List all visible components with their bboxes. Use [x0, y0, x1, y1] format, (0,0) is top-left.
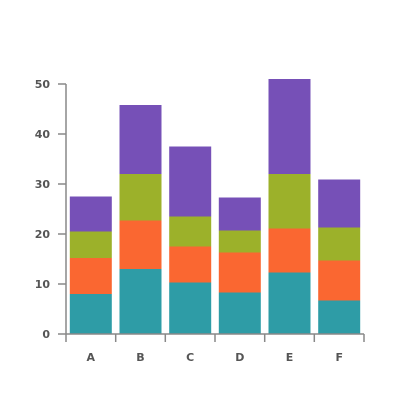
bar-D-segment-1: [218, 292, 261, 334]
bar-E-segment-3: [268, 174, 311, 229]
bar-C-segment-3: [169, 216, 212, 247]
bar-F-segment-3: [318, 227, 361, 261]
y-tick-label-40: 40: [35, 128, 51, 141]
bar-B-segment-2: [119, 220, 162, 269]
bar-A-segment-2: [69, 258, 112, 294]
bar-C-segment-1: [169, 282, 212, 334]
bar-A-segment-1: [69, 294, 112, 334]
x-tick-label-B: B: [136, 351, 144, 364]
bar-B-segment-4: [119, 105, 162, 174]
bar-D-segment-4: [218, 197, 261, 231]
bar-B-segment-1: [119, 269, 162, 334]
bar-D-segment-2: [218, 252, 261, 293]
x-tick-label-E: E: [286, 351, 294, 364]
bar-F-segment-1: [318, 300, 361, 334]
y-tick-label-0: 0: [42, 328, 50, 341]
y-tick-label-50: 50: [35, 78, 51, 91]
bar-F-segment-2: [318, 260, 361, 301]
axes-layer: 0 10 20 30 40 50 A B C D E F: [35, 78, 365, 364]
x-tick-label-D: D: [235, 351, 244, 364]
y-tick-label-20: 20: [35, 228, 51, 241]
x-tick-label-F: F: [335, 351, 343, 364]
bar-E-segment-4: [268, 79, 311, 174]
y-tick-label-30: 30: [35, 178, 51, 191]
bar-A-segment-4: [69, 196, 112, 232]
bar-E-segment-1: [268, 272, 311, 334]
y-tick-label-10: 10: [35, 278, 51, 291]
bars-layer: [69, 79, 361, 334]
bar-F-segment-4: [318, 179, 361, 228]
bar-B-segment-3: [119, 174, 162, 221]
bar-C-segment-4: [169, 146, 212, 217]
x-tick-label-C: C: [186, 351, 194, 364]
bar-E-segment-2: [268, 228, 311, 273]
bar-C-segment-2: [169, 246, 212, 283]
x-tick-label-A: A: [87, 351, 96, 364]
bar-A-segment-3: [69, 231, 112, 258]
bar-D-segment-3: [218, 230, 261, 253]
